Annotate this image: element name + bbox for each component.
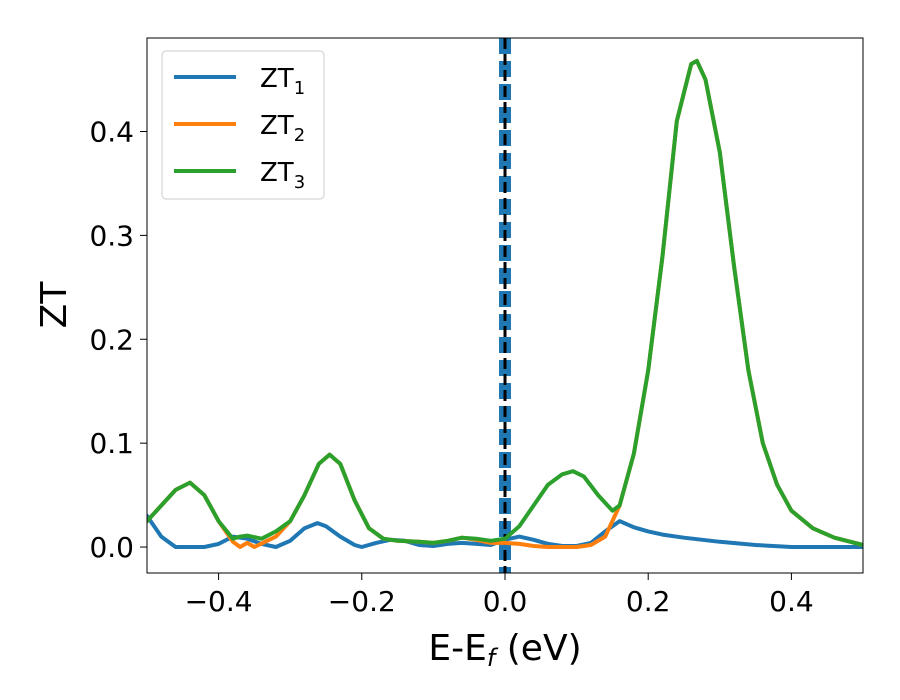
y-tick-label: 0.0 <box>89 531 134 564</box>
y-tick-label: 0.1 <box>89 427 134 460</box>
series-lines <box>147 58 863 549</box>
series-line-3 <box>147 58 863 547</box>
x-tick-label: −0.2 <box>328 585 396 618</box>
legend-label-2: ZT2 <box>260 111 305 146</box>
legend-label-1: ZT1 <box>260 64 305 99</box>
legend: ZT1 ZT2 ZT3 <box>161 50 325 200</box>
x-tick-label: −0.4 <box>185 585 253 618</box>
x-tick-label: 0.2 <box>626 585 671 618</box>
y-axis: 0.0 0.1 0.2 0.3 0.4 <box>89 115 147 564</box>
y-tick-label: 0.2 <box>89 323 134 356</box>
x-axis-label: E-Ef (eV) <box>428 628 581 672</box>
y-axis-label: ZT <box>34 281 75 329</box>
x-tick-label: 0.4 <box>769 585 814 618</box>
legend-frame <box>161 50 325 200</box>
series-line-1 <box>147 513 863 549</box>
x-tick-label: 0.0 <box>483 585 528 618</box>
legend-label-3: ZT3 <box>260 158 305 193</box>
x-axis: −0.4 −0.2 0.0 0.2 0.4 <box>185 573 814 618</box>
y-tick-label: 0.4 <box>89 115 134 148</box>
y-tick-label: 0.3 <box>89 219 134 252</box>
